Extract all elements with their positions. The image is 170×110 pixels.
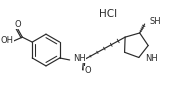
Text: OH: OH <box>1 36 14 45</box>
Text: NH: NH <box>73 54 86 63</box>
Text: HCl: HCl <box>99 9 117 19</box>
Text: O: O <box>84 66 91 75</box>
Text: NH: NH <box>145 54 158 63</box>
Text: SH: SH <box>150 16 161 26</box>
Text: O: O <box>14 20 21 29</box>
